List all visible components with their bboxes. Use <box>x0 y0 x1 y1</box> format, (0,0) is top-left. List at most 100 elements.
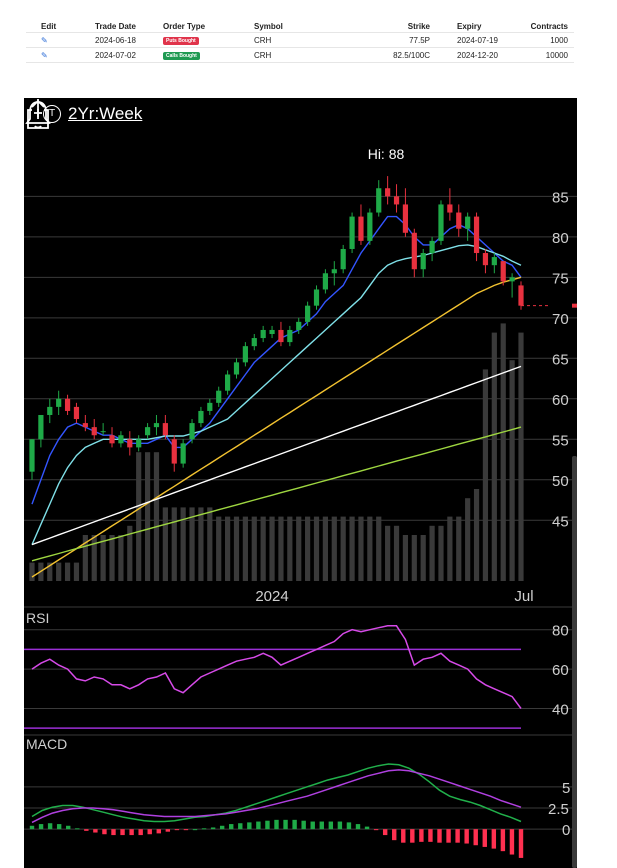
candle-body <box>322 273 328 290</box>
macd-histogram-bar <box>428 829 433 842</box>
volume-bar <box>251 516 257 581</box>
trades-table: Edit Trade Date Order Type Symbol Strike… <box>26 18 574 63</box>
rsi-tick-label: 60 <box>552 662 569 679</box>
macd-histogram-bar <box>229 824 234 830</box>
volume-bar <box>429 525 435 581</box>
candle-body <box>136 439 142 448</box>
candle-body <box>518 285 524 306</box>
candle <box>340 244 346 274</box>
candle <box>82 414 88 432</box>
pencil-icon[interactable]: ✎ <box>41 51 48 60</box>
timeframe-selector[interactable]: 2Yr:Week <box>68 104 143 123</box>
candle <box>420 248 426 278</box>
volume-bar <box>376 516 382 581</box>
macd-histogram-bar <box>120 829 125 836</box>
volume-bar <box>207 507 213 581</box>
macd-tick-label: 2.5 <box>548 801 569 818</box>
pencil-icon[interactable]: ✎ <box>41 36 48 45</box>
candle-body <box>482 253 489 266</box>
volume-bar <box>340 516 346 581</box>
volume-bar <box>216 516 222 581</box>
candle <box>260 325 266 343</box>
candle-body <box>491 257 497 266</box>
volume-bar <box>47 562 53 581</box>
macd-tick-label: 5 <box>562 780 570 797</box>
table-row: ✎ 2024-07-02 Calls Bought CRH 82.5/100C … <box>26 48 574 63</box>
y-tick-label: 75 <box>552 270 569 287</box>
candle-body <box>251 338 257 347</box>
macd-histogram-bar <box>129 829 134 836</box>
candle-body <box>500 261 506 282</box>
candle-body <box>144 427 151 436</box>
volume-bar <box>180 507 186 581</box>
macd-histogram-bar <box>355 824 361 830</box>
volume-bar <box>56 562 62 581</box>
symbol: CRH <box>254 51 272 60</box>
candle <box>56 390 62 415</box>
header-strike: Strike <box>407 22 430 31</box>
candle <box>367 208 373 245</box>
volume-bar <box>225 516 231 581</box>
candle <box>358 204 364 245</box>
macd-histogram-bar <box>56 824 62 830</box>
header-edit: Edit <box>41 22 57 31</box>
volume-bar <box>349 516 355 581</box>
volume-bar <box>269 516 275 581</box>
macd-histogram-bar <box>165 829 171 832</box>
volume-bar <box>118 535 124 581</box>
candle <box>482 248 489 274</box>
candle-body <box>47 406 53 415</box>
volume-bar <box>447 516 453 581</box>
volume-bar <box>144 452 151 581</box>
candle <box>225 370 231 395</box>
candle <box>118 431 124 448</box>
volume-bar <box>260 516 266 581</box>
volume-bar <box>482 369 489 581</box>
macd-histogram-bar <box>111 829 116 836</box>
volume-bar <box>233 516 240 581</box>
candle-body <box>242 346 248 363</box>
volume-bar <box>456 516 462 581</box>
y-tick-label: 85 <box>552 189 569 206</box>
candle <box>127 431 133 456</box>
volume-bar <box>491 332 497 581</box>
macd-histogram-bar <box>319 821 324 830</box>
candle <box>385 176 391 205</box>
volume-bar <box>305 516 311 581</box>
candle <box>91 419 97 440</box>
y-tick-label: 65 <box>552 351 569 368</box>
candle <box>73 402 80 424</box>
chart-panel[interactable]: T 2Yr:Week 85 80 75 70 65 60 55 50 45 Hi: 88 2024 J… <box>24 98 577 868</box>
volume-bar <box>393 525 400 581</box>
table-header: Edit Trade Date Order Type Symbol Strike… <box>26 18 574 33</box>
volume-bar <box>438 525 444 581</box>
candle-body <box>447 204 453 213</box>
candle <box>100 423 106 436</box>
macd-line <box>31 769 522 824</box>
contracts: 1000 <box>550 36 568 45</box>
macd-tick-label: 0 <box>562 822 570 839</box>
candle <box>144 423 151 440</box>
rsi-tick-label: 80 <box>552 623 569 640</box>
volume-bar <box>109 535 115 581</box>
y-tick-label: 80 <box>552 230 569 247</box>
bell-add-icon[interactable] <box>24 98 52 130</box>
volume-bar <box>322 516 328 581</box>
rsi-title: RSI <box>26 610 49 626</box>
volume-bar <box>91 535 97 581</box>
candle <box>162 414 168 440</box>
candle <box>198 406 204 428</box>
macd-histogram-bar <box>473 829 478 846</box>
volume-bar <box>162 507 168 581</box>
expiry: 2024-07-19 <box>457 36 498 45</box>
trade-date: 2024-07-02 <box>95 51 136 60</box>
t-icon[interactable]: T <box>43 105 61 123</box>
macd-histogram-bar <box>419 829 424 842</box>
order-type-badge: Calls Bought <box>163 52 200 60</box>
candle <box>491 253 497 274</box>
macd-histogram-bar <box>482 829 487 847</box>
macd-histogram-bar <box>238 823 243 830</box>
y-tick-label: 50 <box>552 473 569 490</box>
candle <box>287 325 293 347</box>
candle-body <box>64 398 71 411</box>
